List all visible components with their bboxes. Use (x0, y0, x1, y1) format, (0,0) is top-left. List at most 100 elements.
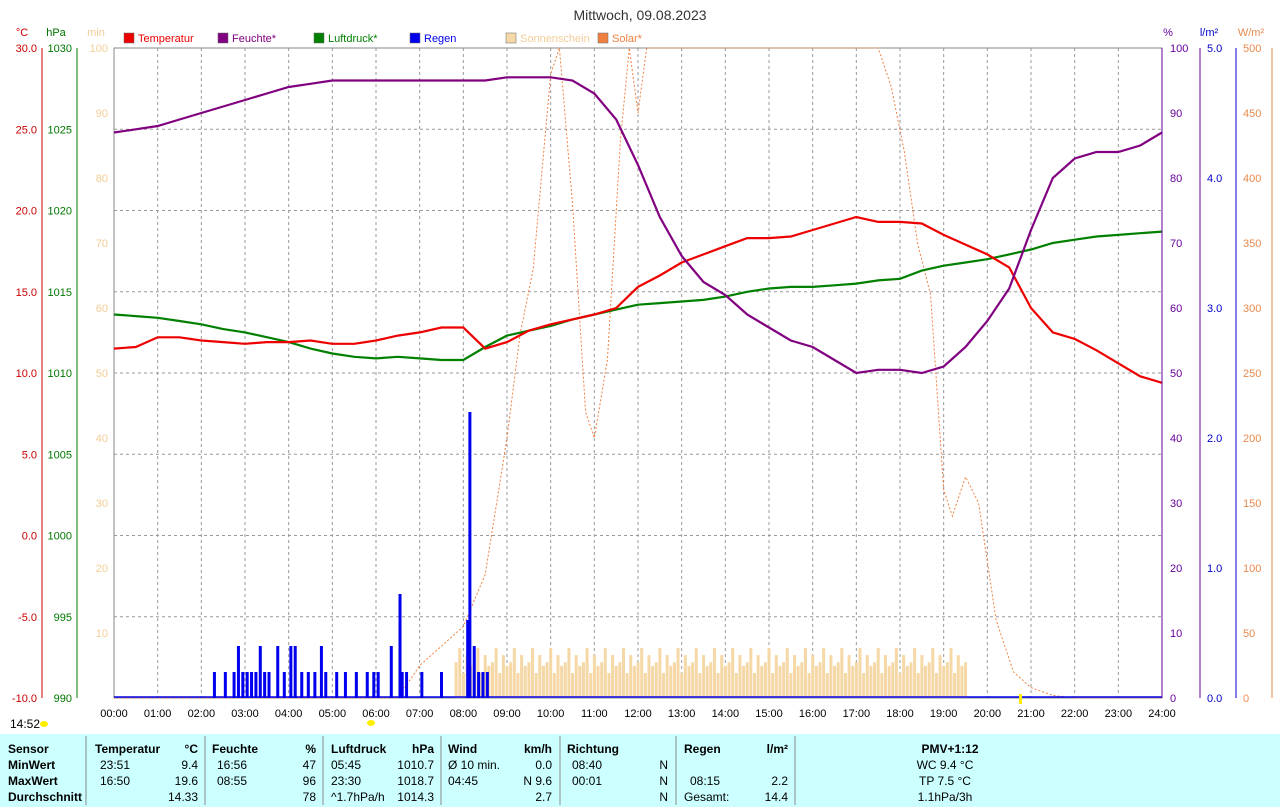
sunshine-bar (614, 665, 618, 698)
sunshine-bar (552, 672, 556, 698)
sunshine-bar (887, 665, 891, 698)
x-tick-label: 19:00 (930, 708, 958, 720)
sunshine-bar (927, 662, 931, 698)
sunshine-bar (516, 672, 520, 698)
sunrise-marker-icon (367, 720, 375, 726)
sunshine-bar (654, 662, 658, 698)
sunshine-bar (742, 665, 746, 698)
axis-tick-temperature: 15.0 (16, 287, 37, 299)
sunshine-bar (905, 665, 909, 698)
axis-tick-humidity: 50 (1170, 368, 1182, 380)
sunshine-bar (523, 665, 527, 698)
axis-tick-temperature: 20.0 (16, 206, 37, 218)
rain-bar (420, 672, 424, 698)
x-tick-label: 15:00 (755, 708, 783, 720)
rain-bar (306, 672, 310, 698)
x-tick-label: 16:00 (799, 708, 827, 720)
axis-unit-pressure: hPa (46, 27, 66, 39)
stats-table: Sensor Temperatur °C Feuchte % Luftdruck… (0, 734, 1280, 807)
sunshine-bar (734, 672, 738, 698)
axis-tick-solar: 150 (1243, 498, 1261, 510)
sunshine-bar (454, 662, 458, 698)
legend-swatch (217, 32, 229, 44)
sunshine-bar (793, 655, 797, 698)
sunshine-bar (731, 647, 735, 698)
sunshine-bar (512, 647, 516, 698)
sunshine-bar (811, 655, 815, 698)
series-line-humidity (113, 76, 1163, 375)
sunshine-bar (676, 647, 680, 698)
sunshine-bar (585, 647, 589, 698)
sunshine-bar (629, 655, 633, 698)
rain-bar (254, 672, 258, 698)
sunshine-bar (785, 647, 789, 698)
line-series (113, 76, 1163, 698)
sunshine-bar (698, 672, 702, 698)
hdr-wind: Wind (448, 742, 477, 756)
rain-bar (223, 672, 227, 698)
sunshine-bar (880, 672, 884, 698)
x-tick-label: 18:00 (886, 708, 914, 720)
sunshine-bar (665, 655, 669, 698)
sunshine-bar (672, 662, 676, 698)
sunshine-bar (789, 672, 793, 698)
hdr-direction: Richtung (567, 742, 619, 756)
x-tick-label: 04:00 (275, 708, 303, 720)
sunshine-bar (527, 662, 531, 698)
axis-tick-solar: 450 (1243, 108, 1261, 120)
axis-tick-sunshine: 70 (96, 238, 108, 250)
hdr-rain: Regen (684, 742, 721, 756)
sunshine-bar (898, 672, 902, 698)
stats-cell-pmv: WC 9.4 °C (917, 758, 974, 772)
hdr-pressure-unit: hPa (412, 742, 434, 756)
x-tick-label: 23:00 (1105, 708, 1133, 720)
legend: Temperatur Feuchte* Luftdruck* Regen Sonnens… (123, 32, 643, 45)
time-marker: 14:52 (10, 694, 1022, 731)
hdr-rain-unit: l/m² (767, 742, 788, 756)
stats-cell-hum-time: 16:56 (217, 758, 247, 772)
time-label: 14:52 (10, 717, 40, 731)
sunshine-bar (461, 672, 465, 698)
sunshine-bar (691, 662, 695, 698)
solar-series (114, 47, 1162, 699)
axis-tick-solar: 0 (1243, 693, 1249, 705)
sunshine-bar (931, 647, 935, 698)
legend-swatch (409, 32, 421, 44)
sunshine-bar (723, 665, 727, 698)
stats-cell-hum-time: 08:55 (217, 774, 247, 788)
chart-title: Mittwoch, 09.08.2023 (573, 7, 706, 23)
x-tick-label: 00:00 (100, 708, 128, 720)
stats-table-separators (85, 736, 796, 805)
sunshine-bar (498, 672, 502, 698)
hdr-pmv: PMV+1:12 (921, 742, 978, 756)
axis-tick-temperature: 30.0 (16, 43, 37, 55)
axis-tick-solar: 500 (1243, 43, 1261, 55)
stats-cell-wind-val: N 9.6 (523, 774, 552, 788)
sunshine-bar (687, 665, 691, 698)
weather-chart: -10.0 -5.0 0.0 5.0 10.0 15.0 20.0 25.0 30.0 °C 990… (10, 7, 1273, 731)
sunshine-bar (709, 662, 713, 698)
sunshine-bar (603, 647, 607, 698)
axis-tick-sunshine: 50 (96, 368, 108, 380)
axis-tick-pressure: 1030 (48, 43, 72, 55)
sunshine-bar (913, 647, 917, 698)
sunshine-bar (942, 665, 946, 698)
sunshine-bar (563, 662, 567, 698)
sunshine-bar (803, 647, 807, 698)
legend-swatch (123, 32, 135, 44)
stats-cell-wind-val: 0.0 (535, 758, 552, 772)
x-tick-label: 24:00 (1148, 708, 1176, 720)
axis-tick-rain: 4.0 (1207, 173, 1222, 185)
sunshine-bar (578, 665, 582, 698)
axis-tick-rain: 5.0 (1207, 43, 1222, 55)
sunshine-bar (840, 647, 844, 698)
axis-tick-solar: 250 (1243, 368, 1261, 380)
axes: -10.0 -5.0 0.0 5.0 10.0 15.0 20.0 25.0 30.0 °C 990… (12, 27, 1273, 720)
rain-bar (398, 594, 402, 698)
legend-label: Luftdruck* (328, 33, 378, 45)
sunshine-bar (592, 655, 596, 698)
axis-tick-sunshine: 40 (96, 433, 108, 445)
sunshine-bar (636, 662, 640, 698)
axis-tick-solar: 50 (1243, 628, 1255, 640)
sunshine-bar (618, 662, 622, 698)
